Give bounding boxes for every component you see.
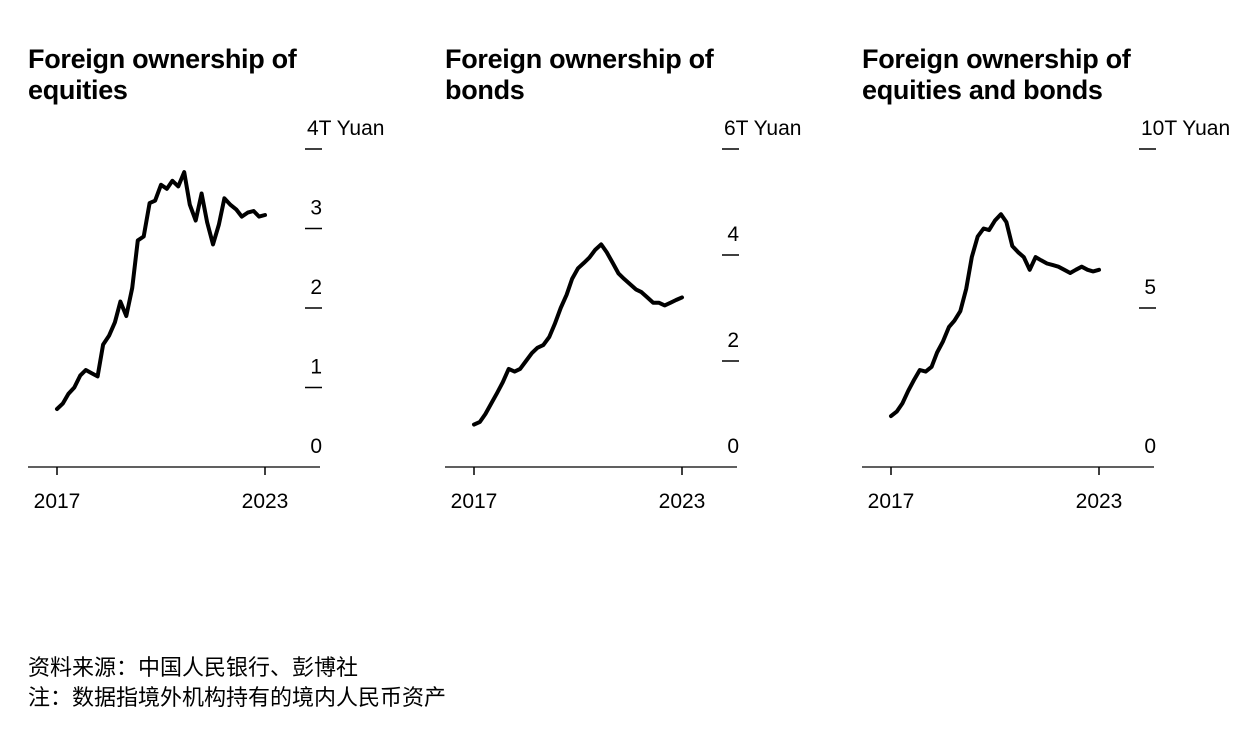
y-tick-label: 6T Yuan xyxy=(724,117,801,140)
chart-title: Foreign ownership of equities xyxy=(28,44,297,105)
y-tick-label: 0 xyxy=(727,435,739,458)
combined-chart-panel: Foreign ownership of equities and bonds … xyxy=(834,0,1234,560)
y-tick-label: 1 xyxy=(310,356,322,379)
chart-title: Foreign ownership of bonds xyxy=(445,44,714,105)
equities-line-chart: 0 1 2 3 4T Yuan 2017 2023 xyxy=(28,117,384,513)
series-line xyxy=(889,212,1101,419)
data-note: 注：数据指境外机构持有的境内人民币资产 xyxy=(28,686,447,711)
combined-line-chart: 0 5 10T Yuan 2017 2023 xyxy=(862,117,1230,513)
y-tick-label: 4 xyxy=(727,223,739,246)
y-tick-label: 0 xyxy=(1144,435,1156,458)
source-note: 资料来源：中国人民银行、彭博社 xyxy=(28,656,359,681)
bonds-line-chart: 0 2 4 6T Yuan 2017 2023 xyxy=(445,117,801,513)
x-tick-label: 2017 xyxy=(868,490,915,513)
y-tick-label: 2 xyxy=(727,329,739,352)
y-tick-label: 3 xyxy=(310,197,322,220)
chart-title: Foreign ownership of equities and bonds xyxy=(862,44,1131,105)
x-tick-label: 2023 xyxy=(242,490,289,513)
x-tick-label: 2023 xyxy=(659,490,706,513)
y-tick-label: 4T Yuan xyxy=(307,117,384,140)
series-line xyxy=(55,170,267,411)
x-tick-label: 2017 xyxy=(34,490,81,513)
bonds-chart-panel: Foreign ownership of bonds 0 2 4 6T Yuan 201… xyxy=(417,0,817,560)
y-tick-label: 2 xyxy=(310,276,322,299)
x-tick-label: 2023 xyxy=(1076,490,1123,513)
y-tick-label: 0 xyxy=(310,435,322,458)
chart-footer: 资料来源：中国人民银行、彭博社 注：数据指境外机构持有的境内人民币资产 xyxy=(28,654,446,714)
equities-chart-panel: Foreign ownership of equities 0 1 2 3 4T Yua… xyxy=(0,0,400,560)
series-line xyxy=(472,242,684,427)
y-tick-label: 5 xyxy=(1144,276,1156,299)
x-tick-label: 2017 xyxy=(451,490,498,513)
y-tick-label: 10T Yuan xyxy=(1141,117,1230,140)
